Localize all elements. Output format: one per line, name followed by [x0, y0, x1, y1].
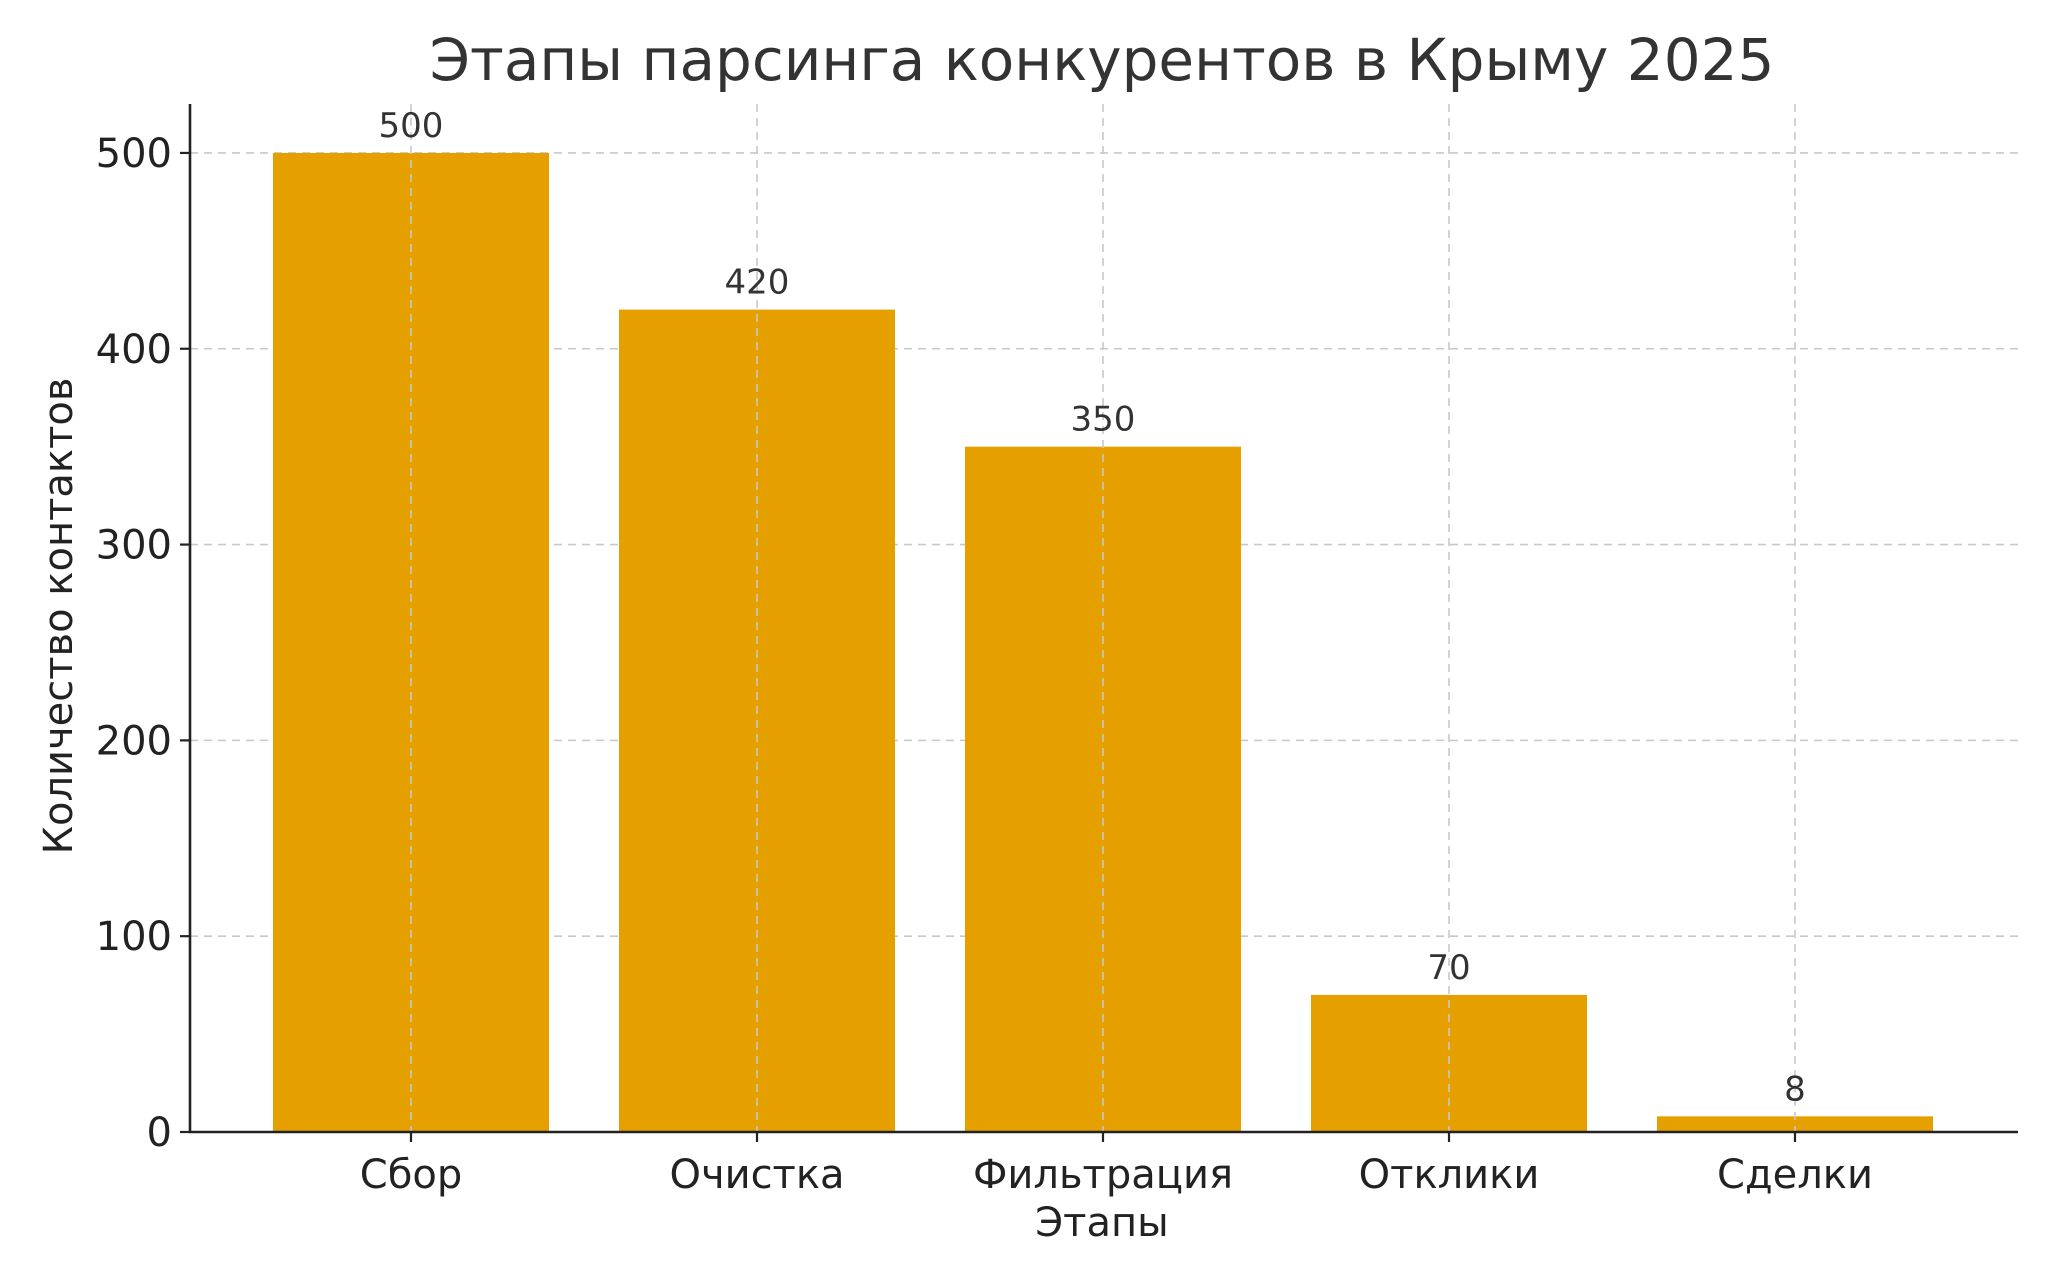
- x-tick-label-5: Сделки: [1717, 1152, 1873, 1198]
- x-tick-label-3: Фильтрация: [973, 1152, 1233, 1198]
- x-tick-label-4: Отклики: [1359, 1152, 1540, 1198]
- x-tick-label-1: Сбор: [360, 1152, 462, 1198]
- y-tick-label-400: 400: [96, 327, 172, 373]
- labels-layer: 0 100 200 300 400 500 Сбор Очистка Фильтрация Отк…: [96, 106, 1873, 1198]
- y-tick-label-0: 0: [147, 1110, 172, 1156]
- data-label-5: 8: [1784, 1069, 1806, 1109]
- data-label-4: 70: [1427, 948, 1470, 988]
- bar-5: [1657, 1116, 1933, 1132]
- data-label-1: 500: [379, 106, 444, 146]
- x-tick-label-2: Очистка: [669, 1152, 844, 1198]
- data-label-2: 420: [725, 263, 790, 303]
- y-tick-label-200: 200: [96, 718, 172, 764]
- y-tick-label-300: 300: [96, 523, 172, 569]
- y-tick-label-500: 500: [96, 131, 172, 177]
- x-axis-title: Этапы: [1035, 1200, 1168, 1246]
- data-label-3: 350: [1071, 400, 1136, 440]
- ticks-layer: [180, 151, 1797, 1142]
- y-axis-title: Количество контактов: [36, 378, 82, 855]
- y-tick-label-100: 100: [96, 914, 172, 960]
- bars-layer: [273, 104, 1933, 1133]
- chart-title: Этапы парсинга конкурентов в Крыму 2025: [430, 26, 1775, 94]
